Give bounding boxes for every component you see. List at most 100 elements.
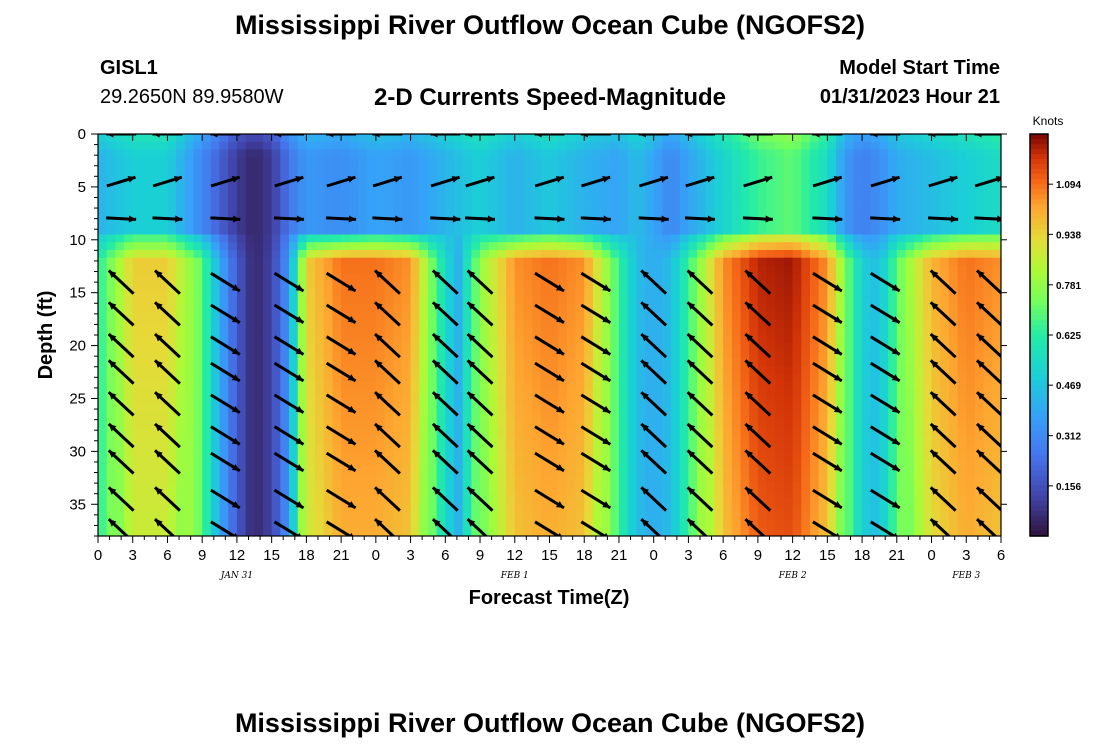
heatmap-cell [896,288,907,297]
heatmap-cell [167,474,177,483]
heatmap-cell [210,172,221,181]
heatmap-cell [315,481,325,491]
heatmap-cell [645,280,655,290]
heatmap-cell [740,304,750,313]
heatmap-cell [488,180,498,189]
heatmap-cell [393,280,403,290]
heatmap-cell [341,180,351,189]
heatmap-cell [636,280,646,290]
heatmap-cell [844,211,854,220]
heatmap-cell [862,195,872,205]
heatmap-cell [124,304,134,313]
heatmap-cell [914,373,924,382]
heatmap-cell [219,489,229,498]
heatmap-cell [349,149,360,158]
heatmap-cell [306,319,316,328]
heatmap-cell [210,358,221,367]
heatmap-cell [809,304,820,313]
heatmap-cell [184,505,195,514]
heatmap-cell [532,226,542,236]
heatmap-cell [375,219,386,228]
heatmap-cell [219,505,229,514]
heatmap-cell [818,512,828,522]
heatmap-cell [705,180,716,189]
heatmap-cell [462,528,472,536]
heatmap-cell [436,211,446,220]
heatmap-cell [497,257,507,267]
heatmap-cell [306,211,316,220]
heatmap-cell [896,443,907,452]
heatmap-cell [262,164,273,174]
heatmap-cell [766,505,776,514]
heatmap-cell [645,265,655,274]
heatmap-cell [618,427,629,437]
heatmap-cell [610,381,620,390]
heatmap-cell [636,335,646,344]
heatmap-cell [870,149,881,158]
heatmap-cell [306,335,316,344]
heatmap-cell [688,164,698,174]
heatmap-cell [757,188,768,197]
heatmap-cell [645,188,655,197]
heatmap-cell [766,242,776,251]
heatmap-cell [844,288,854,297]
heatmap-cell [358,280,368,290]
heatmap-cell [766,211,776,220]
heatmap-cell [297,257,307,267]
heatmap-cell [193,288,203,297]
heatmap-cell [731,211,742,220]
heatmap-cell [202,304,212,313]
heatmap-cell [731,474,742,483]
heatmap-cell [610,172,620,181]
heatmap-cell [419,242,429,251]
heatmap-cell [306,373,316,382]
heatmap-cell [497,481,507,491]
heatmap-cell [262,381,273,390]
heatmap-cell [410,249,420,259]
heatmap-cell [367,273,377,282]
heatmap-cell [757,265,768,274]
heatmap-cell [193,528,203,536]
heatmap-cell [453,226,464,236]
heatmap-cell [662,195,672,205]
heatmap-cell [488,219,498,228]
heatmap-cell [262,365,273,375]
heatmap-cell [358,265,368,274]
heatmap-cell [766,365,776,375]
heatmap-cell [141,512,151,522]
heatmap-cell [280,219,290,228]
heatmap-cell [818,335,828,344]
heatmap-cell [150,412,160,421]
heatmap-cell [792,505,802,514]
heatmap-cell [905,242,915,251]
heatmap-cell [584,149,594,158]
heatmap-cell [219,288,229,297]
heatmap-cell [592,481,603,491]
heatmap-cell [271,404,281,413]
heatmap-cell [254,528,264,536]
heatmap-cell [210,195,221,205]
heatmap-cell [323,389,334,398]
heatmap-cell [280,404,290,413]
heatmap-cell [697,373,707,382]
heatmap-cell [905,512,915,522]
heatmap-cell [757,149,768,158]
heatmap-cell [297,412,307,421]
heatmap-cell [636,489,646,498]
heatmap-cell [714,389,724,398]
heatmap-cell [289,373,299,382]
heatmap-cell [176,450,186,460]
heatmap-cell [775,389,785,398]
heatmap-cell [115,373,125,382]
heatmap-cell [888,520,898,529]
heatmap-cell [341,172,351,181]
heatmap-cell [740,481,750,491]
heatmap-cell [514,288,525,297]
heatmap-cell [271,141,281,151]
heatmap-cell [827,164,837,174]
heatmap-cell [549,505,559,514]
heatmap-cell [271,365,281,375]
heatmap-cell [809,242,820,251]
heatmap-cell [818,528,828,536]
heatmap-cell [749,242,759,251]
